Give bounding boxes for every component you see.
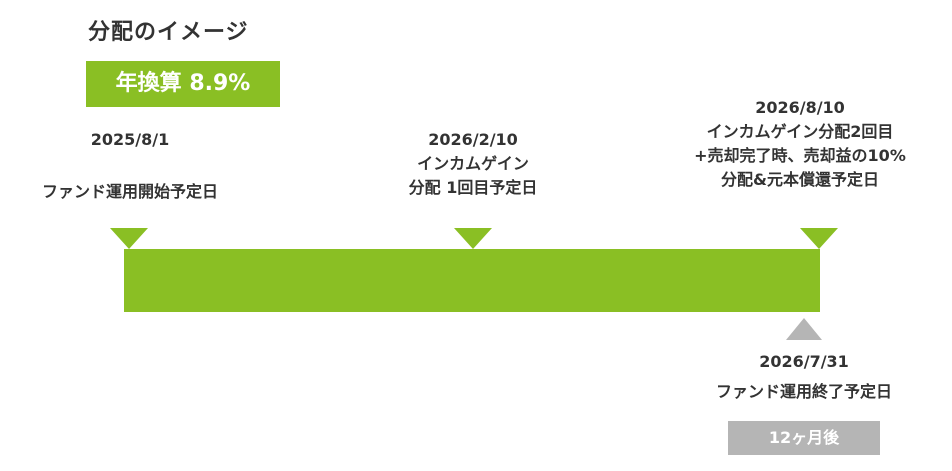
- milestone-end-marker: [786, 318, 822, 340]
- milestone-second-marker: [800, 228, 838, 249]
- milestone-first-label: 2026/2/10 インカムゲイン 分配 1回目予定日: [360, 128, 586, 200]
- milestone-start-text: ファンド運用開始予定日: [41, 182, 218, 201]
- milestone-end-text: ファンド運用終了予定日: [715, 382, 892, 401]
- milestone-second-text-3: 分配&元本償還予定日: [721, 170, 879, 189]
- milestone-first-text-2: 分配 1回目予定日: [408, 178, 538, 197]
- milestone-start-date: 2025/8/1: [90, 130, 170, 149]
- annual-rate-badge: 年換算 8.9%: [86, 61, 280, 107]
- milestone-end-label: 2026/7/31 ファンド運用終了予定日: [664, 350, 944, 404]
- milestone-start-label: 2025/8/1 ファンド運用開始予定日: [10, 128, 250, 204]
- milestone-first-marker: [454, 228, 492, 249]
- milestone-end-date: 2026/7/31: [759, 352, 849, 371]
- milestone-start-marker: [110, 228, 148, 249]
- period-badge: 12ヶ月後: [728, 421, 880, 455]
- milestone-second-text-1: インカムゲイン分配2回目: [706, 122, 894, 141]
- milestone-first-date: 2026/2/10: [428, 130, 518, 149]
- milestone-second-date: 2026/8/10: [755, 98, 845, 117]
- timeline-bar: [124, 249, 820, 312]
- diagram-heading: 分配のイメージ: [88, 20, 249, 45]
- milestone-second-text-2: +売却完了時、売却益の10%: [694, 146, 906, 165]
- milestone-second-label: 2026/8/10 インカムゲイン分配2回目 +売却完了時、売却益の10% 分配…: [660, 96, 940, 192]
- milestone-first-text-1: インカムゲイン: [417, 154, 529, 173]
